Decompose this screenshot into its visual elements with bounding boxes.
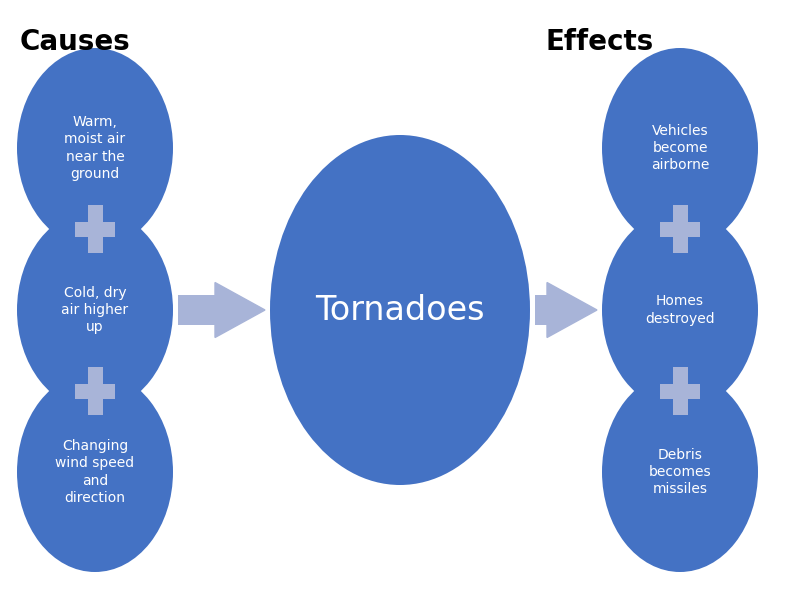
- Text: Tornadoes: Tornadoes: [315, 294, 485, 327]
- Bar: [660, 222, 700, 237]
- Ellipse shape: [270, 135, 530, 485]
- Bar: [178, 295, 215, 325]
- Bar: [535, 295, 547, 325]
- Text: Cold, dry
air higher
up: Cold, dry air higher up: [62, 286, 129, 334]
- Text: Vehicles
become
airborne: Vehicles become airborne: [651, 124, 709, 172]
- Text: Debris
becomes
missiles: Debris becomes missiles: [649, 448, 711, 496]
- Ellipse shape: [17, 48, 173, 248]
- Bar: [75, 222, 115, 237]
- Polygon shape: [547, 283, 597, 338]
- Bar: [87, 367, 102, 415]
- Text: Homes
destroyed: Homes destroyed: [645, 294, 715, 326]
- Text: Effects: Effects: [545, 28, 654, 56]
- Bar: [75, 384, 115, 399]
- Bar: [673, 367, 687, 415]
- Text: Warm,
moist air
near the
ground: Warm, moist air near the ground: [65, 115, 126, 181]
- Text: Causes: Causes: [20, 28, 130, 56]
- Ellipse shape: [17, 372, 173, 572]
- Text: Changing
wind speed
and
direction: Changing wind speed and direction: [55, 439, 134, 505]
- Ellipse shape: [602, 372, 758, 572]
- Ellipse shape: [17, 210, 173, 410]
- Ellipse shape: [602, 210, 758, 410]
- Polygon shape: [215, 283, 265, 338]
- Bar: [87, 205, 102, 253]
- Bar: [673, 205, 687, 253]
- Ellipse shape: [602, 48, 758, 248]
- Bar: [660, 384, 700, 399]
